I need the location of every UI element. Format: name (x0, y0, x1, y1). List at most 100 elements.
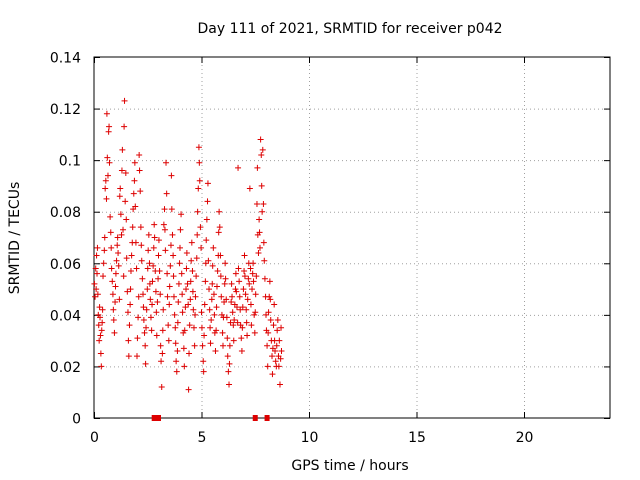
data-point (200, 358, 207, 365)
data-point (253, 273, 260, 280)
data-point (175, 280, 182, 287)
data-point (124, 288, 131, 295)
data-point (148, 327, 155, 334)
data-point (109, 278, 116, 285)
data-point (179, 309, 186, 316)
data-point (276, 337, 283, 344)
data-point (207, 340, 214, 347)
data-point (269, 353, 276, 360)
x-tick-label: 15 (408, 430, 426, 446)
data-point (261, 257, 268, 264)
y-tick-label: 0.04 (50, 308, 81, 324)
data-point (252, 291, 259, 298)
data-point (248, 322, 255, 329)
data-point (183, 249, 190, 256)
data-gap-marker (264, 415, 270, 421)
data-point (161, 226, 168, 233)
data-point (176, 260, 183, 267)
data-point (128, 252, 135, 259)
data-point (119, 146, 126, 153)
x-axis-label: GPS time / hours (291, 458, 408, 474)
data-point (180, 345, 187, 352)
data-point (106, 159, 113, 166)
data-point (192, 311, 199, 318)
data-point (178, 211, 185, 218)
data-point (138, 257, 145, 264)
data-point (210, 291, 217, 298)
data-point (159, 350, 166, 357)
data-point (98, 327, 105, 334)
data-point (206, 306, 213, 313)
data-point (165, 337, 172, 344)
data-point (170, 293, 177, 300)
data-point (117, 185, 124, 192)
data-point (212, 347, 219, 354)
data-point (160, 306, 167, 313)
data-point (140, 317, 147, 324)
data-point (110, 317, 117, 324)
data-point (241, 273, 248, 280)
data-point (233, 304, 240, 311)
data-point (198, 309, 205, 316)
data-point (134, 353, 140, 360)
data-point (145, 247, 152, 254)
y-axis-label: SRMTID / TECUs (7, 182, 23, 295)
data-point (168, 206, 175, 213)
data-point (228, 298, 235, 305)
data-point (92, 265, 99, 272)
data-point (99, 319, 106, 326)
data-point (265, 309, 272, 316)
data-point (236, 278, 243, 285)
data-point (100, 273, 107, 280)
y-tick-label: 0.08 (50, 205, 81, 221)
data-gap-marker (252, 415, 258, 421)
data-point (145, 231, 152, 238)
data-point (274, 327, 281, 334)
data-point (147, 296, 154, 303)
data-point (240, 286, 247, 293)
data-point (175, 298, 182, 305)
data-point (109, 291, 116, 298)
data-point (149, 301, 156, 308)
data-point (258, 182, 265, 189)
data-point (124, 309, 131, 316)
data-point (127, 268, 134, 275)
data-point (256, 244, 263, 251)
data-gap-marker (151, 415, 157, 421)
data-point (107, 213, 114, 220)
data-point (155, 237, 162, 244)
data-point (169, 231, 176, 238)
data-point (94, 270, 101, 277)
data-point (196, 177, 203, 184)
data-point (108, 244, 115, 251)
data-point (177, 226, 184, 233)
data-point (266, 293, 273, 300)
data-point (226, 381, 233, 388)
data-point (172, 340, 179, 347)
data-point (122, 170, 129, 177)
data-point (137, 188, 144, 195)
data-point (105, 128, 112, 135)
data-point (116, 296, 123, 303)
data-point (125, 353, 132, 360)
data-point (251, 329, 258, 336)
data-point (147, 314, 154, 321)
data-point (256, 229, 263, 236)
data-point (221, 280, 228, 287)
data-point (139, 275, 146, 282)
data-point (157, 291, 164, 298)
data-point (204, 198, 211, 205)
data-point (185, 386, 192, 393)
data-point (118, 167, 125, 174)
data-point (153, 332, 160, 339)
data-point (177, 244, 183, 251)
data-point (203, 237, 210, 244)
data-point (155, 275, 162, 282)
y-tick-label: 0 (72, 412, 81, 428)
data-point (92, 293, 99, 300)
data-point (170, 273, 177, 280)
data-point (190, 306, 197, 313)
data-point (250, 260, 257, 267)
data-point (91, 280, 98, 287)
data-point (158, 384, 165, 391)
